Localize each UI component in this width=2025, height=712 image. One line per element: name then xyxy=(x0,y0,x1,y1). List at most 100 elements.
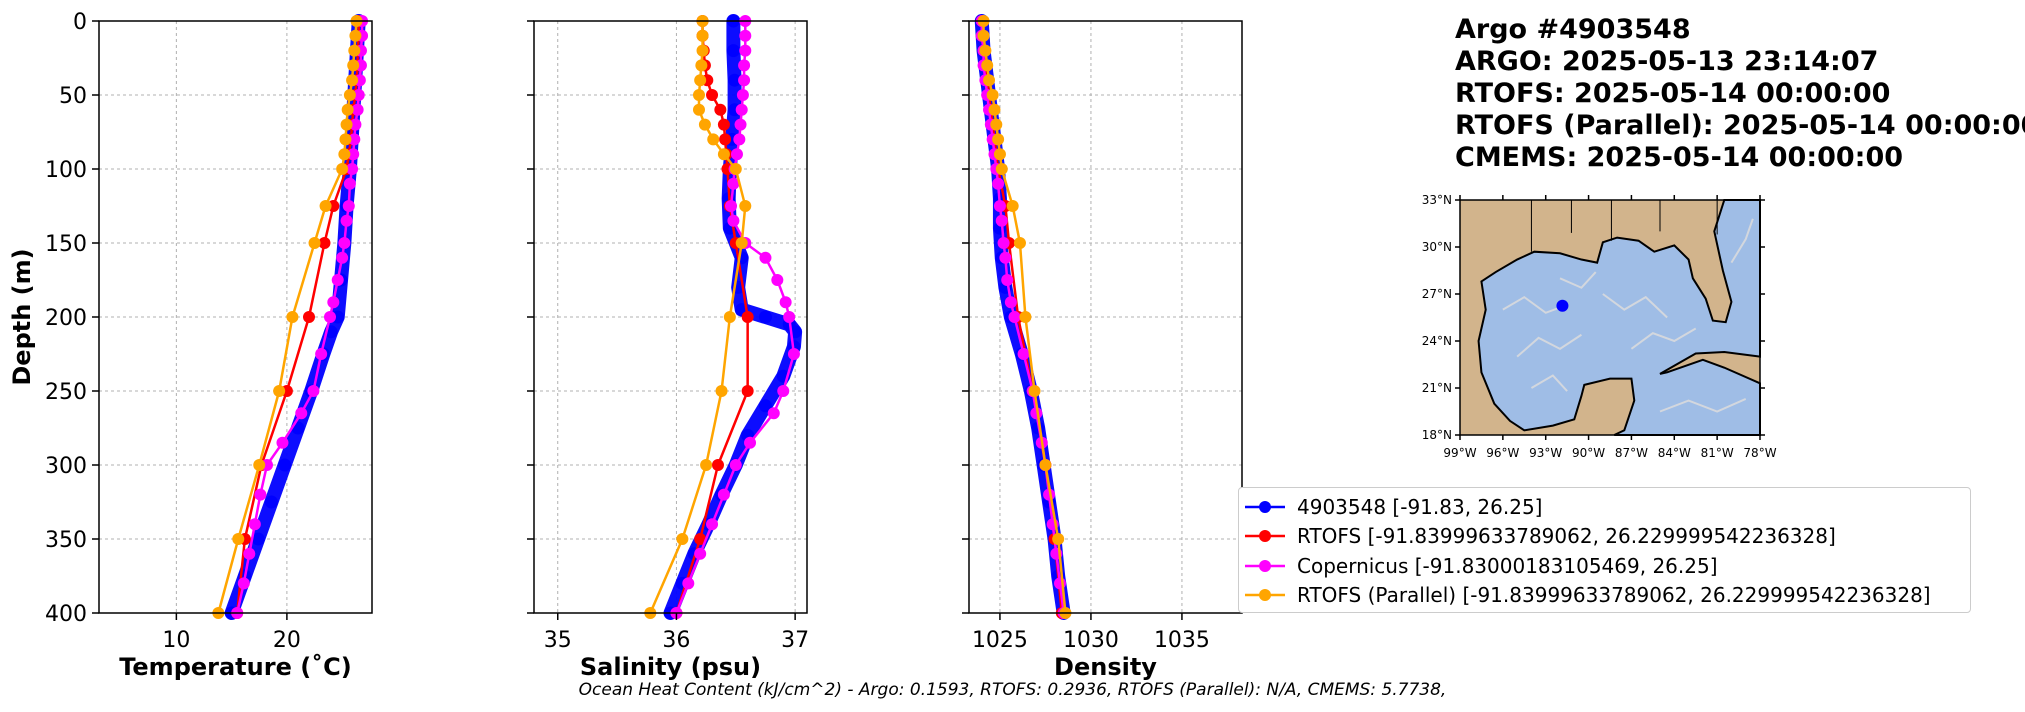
data-point-copernicus xyxy=(736,89,749,101)
data-point-copernicus xyxy=(243,547,256,560)
y-tick-label: 300 xyxy=(45,454,87,479)
data-point-rtofs xyxy=(318,237,331,249)
map-streamline xyxy=(1502,295,1568,314)
data-point-rtofs-parallel xyxy=(717,148,730,161)
data-point-copernicus xyxy=(1001,274,1014,286)
data-point-rtofs xyxy=(303,311,315,323)
data-point-rtofs xyxy=(714,103,727,116)
map-lon-label: 90°W xyxy=(1572,446,1605,460)
title-argo-id: Argo #4903548 xyxy=(1455,14,1691,45)
data-point-rtofs-parallel xyxy=(992,133,1005,146)
x-tick-label: 35 xyxy=(544,628,572,653)
data-point-copernicus xyxy=(729,459,742,471)
map-streamline xyxy=(1659,398,1747,413)
legend-item-argo: 4903548 [-91.83, 26.25] xyxy=(1239,492,1970,522)
data-point-copernicus xyxy=(735,103,748,116)
data-point-copernicus xyxy=(338,237,351,249)
data-point-copernicus xyxy=(347,148,360,161)
data-point-copernicus xyxy=(727,177,740,190)
data-point-copernicus xyxy=(346,163,359,175)
y-tick-label: 350 xyxy=(45,528,87,553)
data-point-argo xyxy=(758,399,772,413)
data-point-copernicus xyxy=(315,348,328,360)
map-streamline xyxy=(1630,327,1697,350)
data-point-rtofs-parallel xyxy=(1019,311,1032,323)
y-axis-label: Depth (m) xyxy=(8,248,36,385)
title-block: Argo #4903548 ARGO: 2025-05-13 23:14:07 … xyxy=(1455,14,2025,174)
data-point-copernicus xyxy=(336,251,349,264)
data-point-rtofs-parallel xyxy=(700,459,713,471)
data-point-copernicus xyxy=(777,385,790,397)
y-tick-label: 0 xyxy=(73,10,87,35)
legend-marker-rtofs-parallel xyxy=(1245,589,1285,602)
data-point-rtofs-parallel xyxy=(977,29,990,42)
data-point-copernicus xyxy=(1008,311,1021,323)
data-point-rtofs-parallel xyxy=(695,59,708,72)
data-point-rtofs-parallel xyxy=(983,74,996,87)
data-point-rtofs-parallel xyxy=(1013,237,1026,249)
data-point-copernicus xyxy=(248,518,261,531)
data-point-rtofs-parallel xyxy=(715,385,728,397)
data-point-copernicus xyxy=(694,547,707,560)
map-streamline xyxy=(1730,218,1754,264)
data-point-copernicus xyxy=(340,214,353,227)
data-point-copernicus xyxy=(734,118,747,131)
x-tick-label: 1030 xyxy=(1063,628,1119,653)
data-point-rtofs-parallel xyxy=(1039,459,1052,471)
data-point-rtofs-parallel xyxy=(979,44,992,57)
data-point-copernicus xyxy=(352,89,365,101)
data-point-rtofs xyxy=(719,133,732,146)
data-point-rtofs-parallel xyxy=(319,200,332,212)
data-point-copernicus xyxy=(744,436,757,449)
data-point-copernicus xyxy=(342,200,355,212)
data-point-copernicus xyxy=(759,251,772,264)
y-tick-label: 100 xyxy=(45,158,87,183)
data-point-copernicus xyxy=(739,44,752,57)
data-point-copernicus xyxy=(725,200,738,212)
legend-item-rtofs: RTOFS [-91.83999633789062, 26.2299995422… xyxy=(1239,522,1970,552)
title-rtofs-parallel-time: RTOFS (Parallel): 2025-05-14 00:00:00 xyxy=(1455,110,2025,141)
x-tick-label: 36 xyxy=(662,628,690,653)
data-point-copernicus xyxy=(343,177,356,190)
data-point-rtofs-parallel xyxy=(1028,385,1041,397)
map-streamline xyxy=(1530,374,1568,392)
data-point-copernicus xyxy=(767,407,780,420)
data-point-rtofs-parallel xyxy=(696,29,709,42)
data-point-rtofs-parallel xyxy=(338,148,351,161)
x-tick-label: 20 xyxy=(273,628,301,653)
data-point-rtofs-parallel xyxy=(286,311,299,323)
data-point-copernicus xyxy=(783,311,796,323)
data-point-copernicus xyxy=(276,436,289,449)
data-point-rtofs-parallel xyxy=(339,133,352,146)
data-point-rtofs xyxy=(706,89,719,101)
data-point-copernicus xyxy=(331,274,344,286)
map-streamline xyxy=(1516,333,1582,358)
map-lat-label: 24°N xyxy=(1422,334,1452,348)
map-lon-label: 96°W xyxy=(1486,446,1519,460)
data-point-rtofs-parallel xyxy=(729,163,742,175)
data-point-copernicus xyxy=(1004,296,1017,309)
y-tick-label: 50 xyxy=(59,84,87,109)
data-point-copernicus xyxy=(739,29,752,42)
data-point-rtofs-parallel xyxy=(694,74,707,87)
data-point-copernicus xyxy=(348,133,361,146)
data-point-rtofs-parallel xyxy=(993,148,1006,161)
x-tick-label: 1025 xyxy=(972,628,1028,653)
data-point-copernicus xyxy=(787,348,800,360)
data-point-copernicus xyxy=(738,74,751,87)
data-point-copernicus xyxy=(682,577,695,590)
x-tick-label: 37 xyxy=(781,628,809,653)
data-point-rtofs-parallel xyxy=(692,103,705,116)
map-lon-label: 87°W xyxy=(1615,446,1648,460)
data-point-rtofs-parallel xyxy=(343,89,356,101)
data-point-rtofs-parallel xyxy=(308,237,321,249)
data-point-copernicus xyxy=(324,311,336,323)
map-ocean xyxy=(1477,199,1761,436)
legend-label-copernicus: Copernicus [-91.83000183105469, 26.25] xyxy=(1297,553,1718,578)
data-point-copernicus xyxy=(738,59,751,72)
legend-marker-rtofs xyxy=(1245,530,1285,543)
panel-salinity: 35 36 37 Salinity (psu) xyxy=(527,14,809,681)
data-point-copernicus xyxy=(999,251,1012,264)
x-axis-label: Temperature (˚C) xyxy=(119,653,352,681)
